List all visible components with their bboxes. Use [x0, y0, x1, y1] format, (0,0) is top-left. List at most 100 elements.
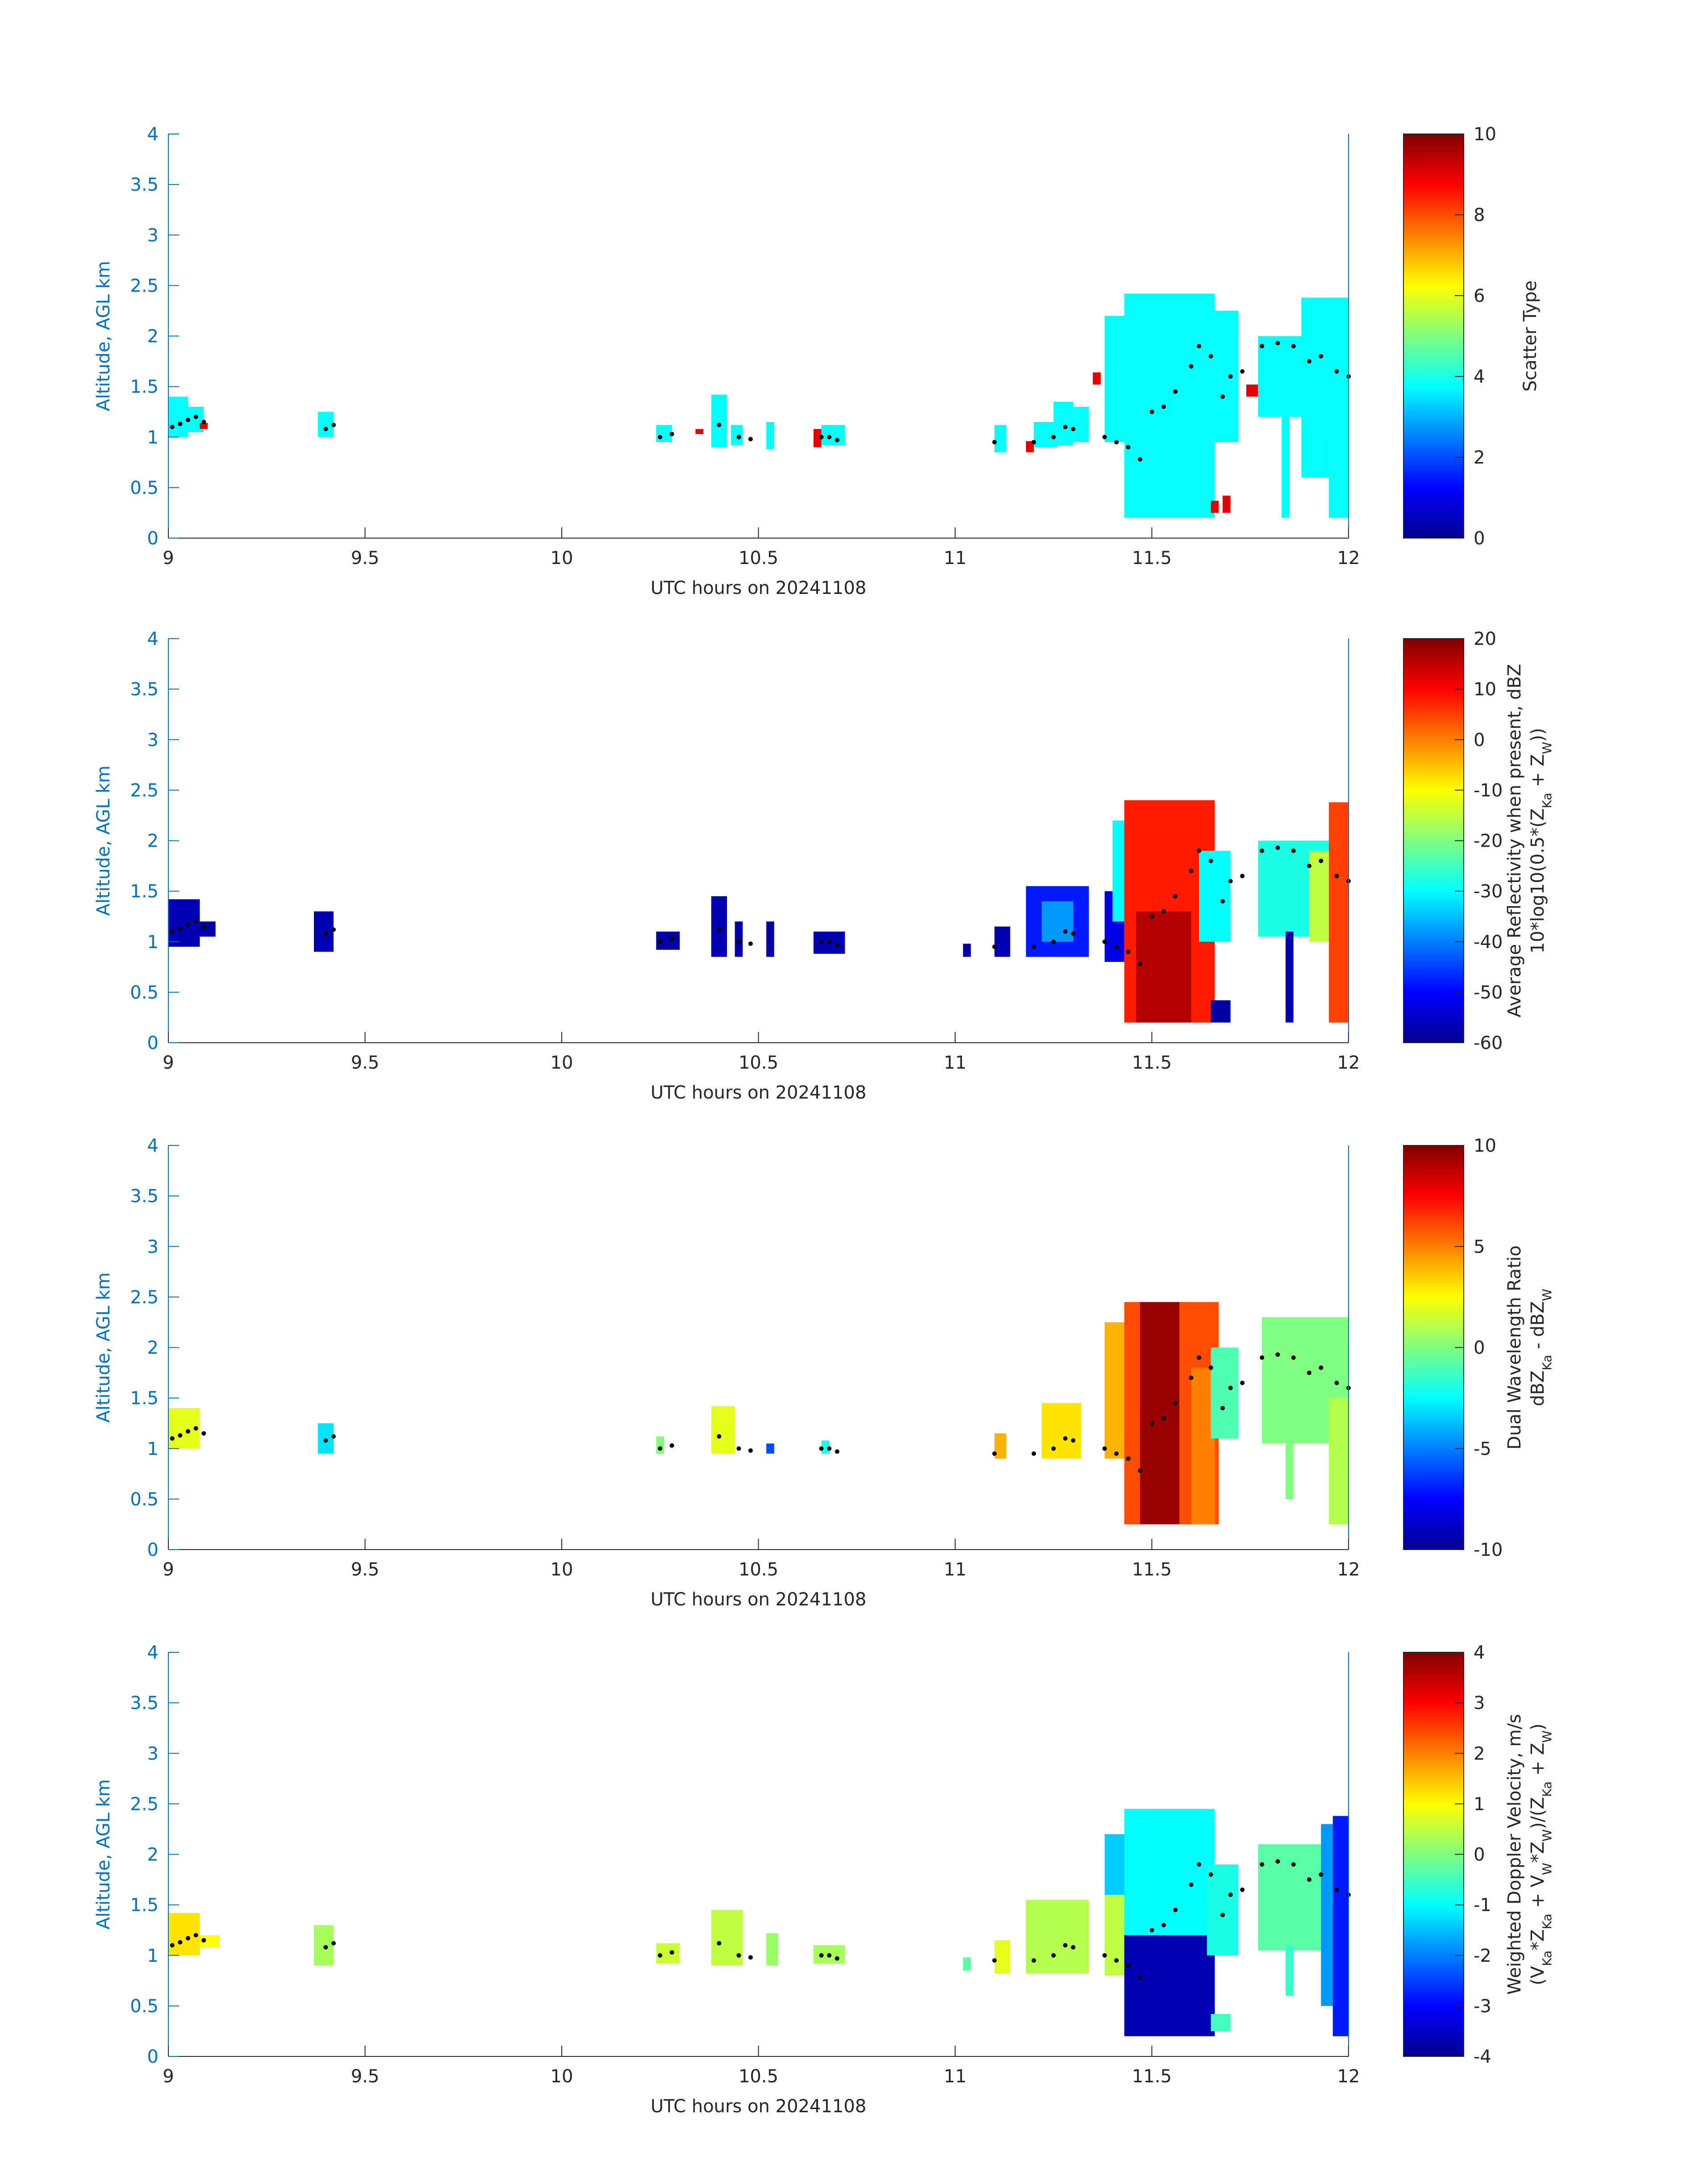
- heatmap-cell: [731, 425, 743, 445]
- x-tick-label: 10: [551, 548, 573, 568]
- heatmap-cell: [1328, 802, 1349, 1023]
- overlay-point: [1240, 1887, 1245, 1892]
- overlay-point: [992, 1958, 997, 1963]
- overlay-point: [1102, 1446, 1107, 1451]
- overlay-point: [1173, 1907, 1178, 1912]
- y-tick-label: 0: [147, 1540, 159, 1560]
- heatmap-cell: [200, 423, 208, 429]
- overlay-point: [1307, 1877, 1311, 1882]
- overlay-point: [331, 1941, 336, 1946]
- overlay-point: [1071, 931, 1076, 936]
- overlay-point: [178, 422, 183, 426]
- overlay-point: [1197, 1862, 1202, 1867]
- heatmap-cell: [1223, 495, 1231, 513]
- overlay-point: [1208, 1365, 1213, 1370]
- overlay-point: [323, 1945, 328, 1950]
- colorbar-tick-label: -50: [1474, 982, 1503, 1003]
- x-tick-label: 9.5: [351, 1053, 380, 1073]
- y-tick-label: 2: [147, 831, 159, 852]
- overlay-point: [323, 426, 328, 431]
- overlay-point: [186, 922, 191, 927]
- x-tick-label: 11: [944, 1559, 967, 1580]
- y-axis-label: Altitude, AGL km: [93, 765, 114, 916]
- overlay-point: [1260, 1355, 1265, 1360]
- overlay-point: [1228, 1893, 1233, 1897]
- overlay-point: [323, 1438, 328, 1443]
- overlay-point: [819, 1446, 824, 1451]
- overlay-point: [201, 419, 206, 424]
- overlay-point: [1173, 1400, 1178, 1405]
- heatmap-cell: [695, 429, 704, 434]
- x-tick-label: 12: [1337, 2066, 1360, 2087]
- colorbar-tick-label: -1: [1474, 1895, 1491, 1916]
- heatmap-cell: [994, 1940, 1011, 1974]
- overlay-point: [1189, 869, 1194, 873]
- heatmap-cell: [766, 1933, 778, 1966]
- x-tick-label: 10: [551, 2066, 573, 2087]
- y-tick-label: 3.5: [130, 679, 159, 700]
- overlay-point: [170, 425, 175, 430]
- colorbar-tick-label: -5: [1474, 1439, 1491, 1459]
- overlay-point: [1208, 354, 1213, 359]
- heatmap-cell: [656, 425, 672, 443]
- overlay-point: [1291, 848, 1296, 853]
- overlay-point: [1240, 369, 1245, 374]
- overlay-point: [201, 924, 206, 929]
- colorbar-tick-label: -10: [1474, 1540, 1503, 1560]
- heatmap-cell: [1199, 851, 1231, 942]
- y-tick-label: 1.5: [130, 882, 159, 902]
- y-tick-label: 1: [147, 427, 159, 448]
- colorbar-tick-label: 10: [1474, 124, 1496, 145]
- colorbar-tick-label: 10: [1474, 679, 1496, 700]
- overlay-point: [186, 1429, 191, 1434]
- x-tick-label: 12: [1337, 548, 1360, 568]
- overlay-point: [748, 1955, 753, 1960]
- overlay-point: [992, 440, 997, 445]
- overlay-point: [193, 1933, 198, 1938]
- overlay-point: [1063, 1943, 1068, 1948]
- x-tick-label: 9.5: [351, 548, 380, 568]
- colorbar-tick-label: 4: [1474, 367, 1485, 387]
- overlay-point: [748, 1448, 753, 1453]
- heatmap-cell: [735, 921, 743, 957]
- overlay-point: [819, 939, 824, 944]
- y-tick-label: 1.5: [130, 377, 159, 397]
- y-axis-label: Altitude, AGL km: [93, 261, 114, 411]
- heatmap-cell: [821, 1440, 830, 1454]
- overlay-point: [1051, 939, 1056, 944]
- overlay-point: [835, 942, 839, 947]
- overlay-point: [331, 927, 336, 932]
- x-tick-label: 12: [1337, 1559, 1360, 1580]
- overlay-point: [1197, 344, 1202, 349]
- overlay-point: [1051, 435, 1056, 439]
- heatmap-cell: [200, 921, 216, 937]
- overlay-point: [717, 927, 722, 932]
- y-tick-label: 1: [147, 1946, 159, 1966]
- x-tick-label: 11: [944, 548, 967, 568]
- overlay-point: [1051, 1446, 1056, 1451]
- overlay-point: [1161, 404, 1166, 409]
- heatmap-cell: [1211, 2014, 1231, 2031]
- overlay-point: [1291, 344, 1296, 349]
- heatmap-cell: [1124, 1809, 1215, 1935]
- heatmap-cell: [766, 1443, 774, 1454]
- colorbar-tick-label: 2: [1474, 1743, 1485, 1764]
- colorbar-label: dBZKa - dBZW: [1528, 1289, 1554, 1406]
- x-tick-label: 9.5: [351, 1559, 380, 1580]
- overlay-point: [331, 422, 336, 427]
- heatmap-cell: [1140, 1302, 1180, 1525]
- heatmap-cell: [1124, 1935, 1215, 2036]
- heatmap-cell: [813, 429, 822, 447]
- heatmap-cell: [1211, 501, 1219, 513]
- overlay-point: [1173, 389, 1178, 394]
- overlay-point: [1228, 879, 1233, 883]
- overlay-point: [835, 1956, 839, 1961]
- y-tick-label: 0: [147, 2047, 159, 2067]
- overlay-point: [819, 435, 824, 439]
- overlay-point: [1189, 1882, 1194, 1887]
- x-tick-label: 11.5: [1132, 1053, 1172, 1073]
- overlay-point: [1334, 1887, 1339, 1892]
- overlay-point: [736, 939, 741, 944]
- overlay-point: [1114, 1958, 1119, 1963]
- heatmap-cell: [1124, 293, 1215, 518]
